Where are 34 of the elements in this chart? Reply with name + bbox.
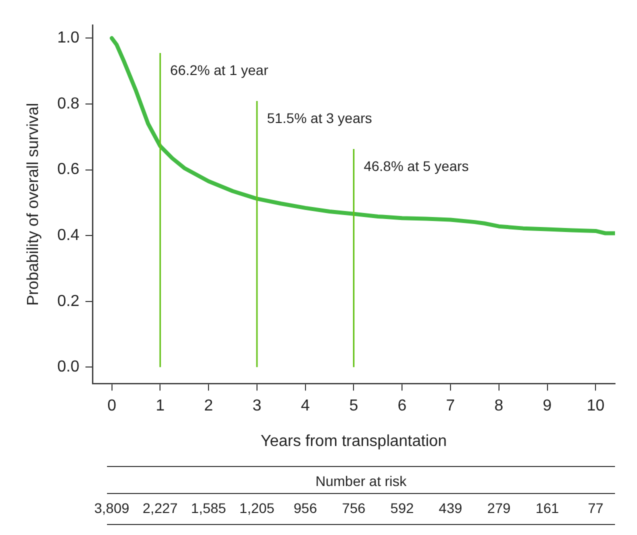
x-tick-label: 0 — [107, 398, 116, 415]
y-tick-label: 0.8 — [57, 95, 80, 112]
y-tick-label: 0.0 — [57, 358, 80, 376]
y-axis-title: Probability of overall survival — [25, 102, 42, 306]
text: 956 — [294, 500, 318, 516]
x-tick-label: 1 — [156, 398, 165, 415]
text: Number at risk — [315, 473, 407, 489]
x-tick-label: 9 — [542, 398, 552, 415]
x-tick-label: 2 — [204, 398, 214, 415]
text: 161 — [536, 500, 559, 516]
y-tick-label: 1.0 — [57, 30, 80, 47]
y-tick-label: 0.6 — [57, 161, 80, 178]
x-axis-title: Years from transplantation — [260, 432, 447, 450]
y-tick-label: 0.4 — [57, 226, 80, 244]
ref-line-label: 46.8% at 5 years — [364, 158, 469, 174]
text: 279 — [487, 500, 511, 516]
y-tick-label: 0.2 — [57, 292, 80, 310]
text: 439 — [438, 500, 462, 516]
x-tick-label: 5 — [349, 398, 358, 415]
ref-line-label: 66.2% at 1 year — [170, 62, 269, 78]
text: 592 — [390, 500, 414, 516]
text: 77 — [588, 500, 604, 516]
text: 1,585 — [191, 500, 226, 516]
x-tick-label: 3 — [252, 398, 262, 415]
text: 756 — [342, 500, 366, 516]
text: 2,227 — [142, 500, 178, 516]
x-tick-label: 6 — [398, 398, 407, 415]
ref-line-label: 51.5% at 3 years — [266, 110, 372, 126]
x-tick-label: 8 — [494, 398, 504, 415]
x-tick-label: 4 — [300, 398, 310, 415]
x-tick-label: 10 — [586, 398, 605, 415]
text: 1,205 — [239, 500, 274, 516]
text: 3,809 — [94, 500, 130, 516]
x-tick-label: 7 — [446, 398, 456, 415]
